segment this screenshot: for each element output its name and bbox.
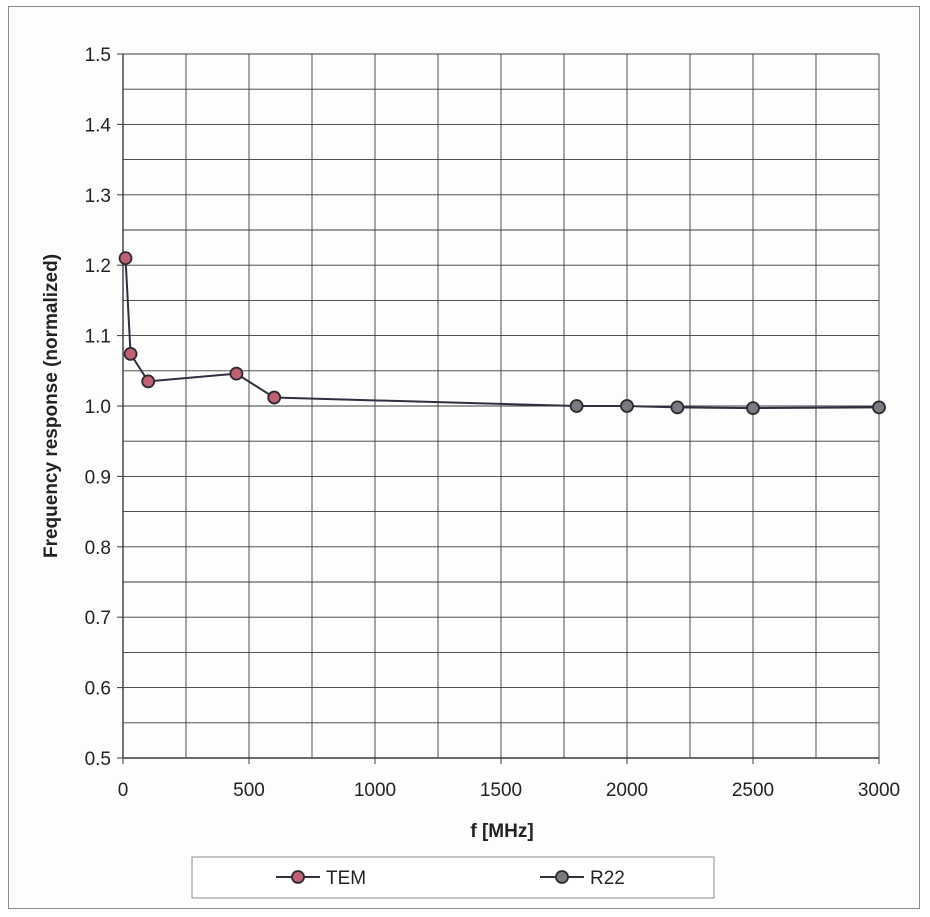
y-tick-label: 1.4 <box>85 115 112 136</box>
data-point-tem <box>141 374 156 389</box>
y-tick-label: 1.5 <box>85 45 111 66</box>
legend-box <box>191 856 715 899</box>
legend-marker-r22 <box>555 870 569 884</box>
legend-label-r22: R22 <box>590 868 625 889</box>
y-tick-label: 0.5 <box>85 749 111 770</box>
series-lines <box>124 258 880 410</box>
tick-labels: 0.5 0.6 0.7 0.8 0.9 1.0 1.1 1.2 1.3 1.4 1.5 0 500 100… <box>85 45 901 801</box>
legend-label-tem: TEM <box>326 868 366 889</box>
x-tick-label: 3000 <box>858 780 900 801</box>
x-tick-label: 500 <box>233 780 265 801</box>
data-point-r22 <box>872 400 886 415</box>
data-point-tem <box>267 390 282 405</box>
x-tick-label: 0 <box>118 780 129 801</box>
y-tick-label: 1.3 <box>85 186 111 207</box>
legend: TEM R22 <box>191 856 715 899</box>
x-tick-label: 2500 <box>732 780 774 801</box>
data-point-tem <box>123 347 138 361</box>
data-point-r22 <box>620 399 634 413</box>
y-tick-label: 1.1 <box>85 327 111 348</box>
y-tick-label: 1.0 <box>85 397 111 418</box>
y-tick-label: 0.9 <box>85 467 111 488</box>
x-axis-title: f [MHz] <box>470 821 533 842</box>
data-points <box>118 251 886 416</box>
y-tick-label: 0.7 <box>85 608 111 629</box>
legend-items: TEM R22 <box>276 868 625 889</box>
y-tick-label: 0.8 <box>85 538 111 559</box>
y-axis-title: Frequency response (normalized) <box>41 254 62 558</box>
data-point-r22 <box>569 399 584 413</box>
x-tick-label: 2000 <box>606 780 648 801</box>
x-tick-label: 1500 <box>480 780 522 801</box>
grid <box>117 53 880 764</box>
data-point-tem <box>229 366 244 381</box>
y-tick-label: 1.2 <box>85 256 111 277</box>
y-tick-label: 0.6 <box>85 679 111 700</box>
data-point-tem <box>118 251 133 266</box>
x-tick-label: 1000 <box>354 780 396 801</box>
series-line <box>124 258 880 410</box>
legend-marker-tem <box>291 870 305 884</box>
data-point-r22 <box>746 401 760 416</box>
data-point-r22 <box>670 400 685 415</box>
